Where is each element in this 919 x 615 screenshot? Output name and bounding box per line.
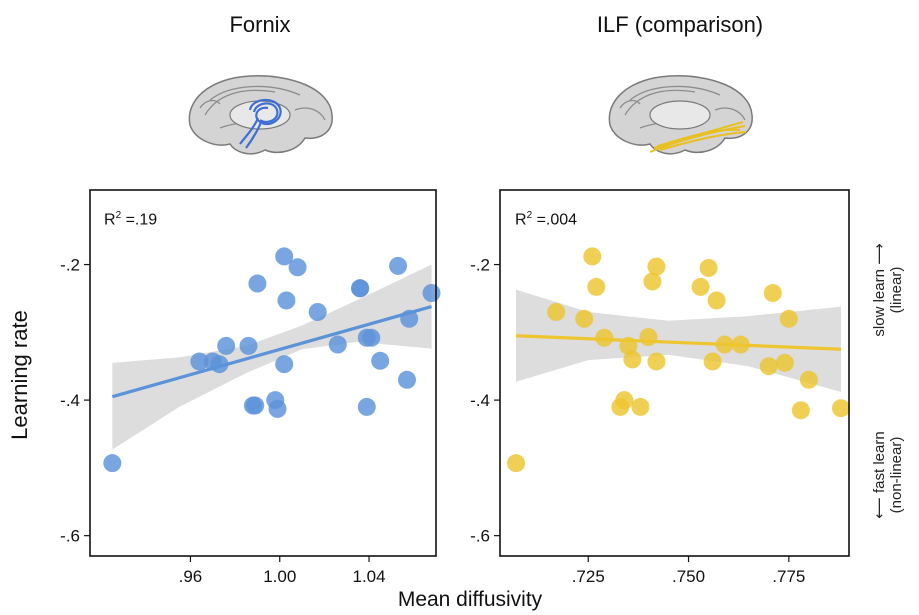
data-point-fornix-14 — [288, 258, 307, 277]
data-point-ilf-4 — [587, 277, 606, 296]
fast-learn-subtext: (non-linear) — [888, 436, 905, 514]
fast-learn-annotation: ⟵ fast learn (non-linear) — [871, 431, 905, 518]
x-tick-label-ilf-2: .775 — [772, 567, 805, 586]
slow-learn-annotation: slow learn ⟶ (linear) — [871, 243, 905, 336]
x-tick-label-ilf-1: .750 — [672, 567, 705, 586]
data-point-ilf-3 — [583, 247, 602, 266]
data-point-ilf-26 — [799, 370, 818, 389]
y-tick-label-ilf-1: -.4 — [470, 391, 490, 410]
data-point-fornix-15 — [308, 303, 327, 321]
y-tick-label-ilf-2: -.6 — [470, 527, 490, 546]
x-tick-label-fornix-0: .96 — [179, 567, 203, 586]
data-point-ilf-11 — [639, 328, 658, 347]
data-point-fornix-26 — [422, 284, 441, 303]
x-axis-label: Mean diffusivity — [397, 588, 543, 611]
data-point-ilf-23 — [775, 353, 794, 372]
fast-learn-text: fast learn — [871, 431, 888, 494]
data-point-ilf-2 — [575, 309, 594, 328]
confidence-band-fornix — [112, 264, 432, 450]
data-point-ilf-7 — [615, 391, 634, 410]
data-point-ilf-13 — [647, 257, 666, 276]
r2-annotation-ilf: R2 =.004 — [515, 210, 578, 229]
brain-ilf-illustration — [608, 75, 753, 155]
panel-title-ilf: ILF (comparison) — [596, 12, 764, 37]
r2-annotation-fornix: R2 =.19 — [104, 210, 158, 229]
data-point-fornix-13 — [277, 291, 296, 310]
data-point-fornix-24 — [397, 370, 416, 389]
data-point-ilf-24 — [779, 309, 798, 328]
data-point-fornix-11 — [275, 247, 294, 266]
arrow-right-icon: ⟶ — [871, 243, 888, 265]
data-point-ilf-5 — [595, 328, 614, 347]
plot-frame-fornix — [89, 189, 437, 557]
x-tick-label-fornix-2: 1.04 — [352, 567, 385, 586]
data-point-ilf-27 — [831, 399, 850, 418]
data-point-ilf-0 — [507, 454, 526, 473]
panel-title-fornix: Fornix — [229, 12, 291, 37]
data-point-fornix-1 — [190, 352, 209, 371]
data-point-fornix-5 — [239, 336, 258, 355]
y-tick-label-ilf-0: -.2 — [470, 256, 490, 275]
data-point-ilf-14 — [647, 352, 666, 371]
y-tick-label-fornix-2: -.6 — [60, 527, 80, 546]
data-point-ilf-16 — [699, 258, 718, 277]
data-point-ilf-9 — [623, 350, 642, 369]
arrow-left-icon: ⟵ — [871, 497, 888, 519]
y-tick-label-fornix-0: -.2 — [60, 256, 80, 275]
data-point-fornix-7 — [246, 396, 265, 415]
data-point-ilf-12 — [643, 272, 662, 291]
slow-learn-subtext: (linear) — [888, 266, 905, 314]
data-point-ilf-15 — [691, 277, 710, 296]
data-point-ilf-18 — [707, 291, 726, 310]
data-point-fornix-23 — [389, 256, 408, 275]
brain-fornix-illustration — [188, 75, 333, 155]
data-point-fornix-10 — [268, 399, 287, 418]
slow-learn-text: slow learn — [871, 269, 888, 337]
y-axis-label: Learning rate — [7, 310, 32, 440]
data-point-ilf-1 — [547, 303, 566, 321]
data-point-ilf-17 — [703, 352, 722, 371]
data-point-ilf-25 — [791, 401, 810, 420]
data-point-fornix-22 — [371, 351, 390, 370]
y-tick-label-fornix-1: -.4 — [60, 391, 80, 410]
data-point-fornix-21 — [357, 397, 376, 416]
data-point-fornix-0 — [103, 454, 122, 473]
regression-line-ilf — [515, 334, 842, 351]
data-point-ilf-22 — [763, 284, 782, 303]
data-point-fornix-18 — [351, 279, 370, 298]
x-tick-label-fornix-1: 1.00 — [263, 567, 296, 586]
data-point-ilf-21 — [759, 357, 778, 376]
data-point-fornix-4 — [217, 336, 236, 355]
plot-frame-ilf — [499, 189, 850, 557]
data-point-fornix-20 — [362, 328, 381, 347]
data-point-fornix-12 — [275, 355, 294, 374]
regression-line-fornix — [111, 305, 432, 399]
data-point-fornix-8 — [248, 274, 267, 293]
data-point-ilf-10 — [631, 397, 650, 416]
data-point-fornix-16 — [328, 335, 347, 354]
x-tick-label-ilf-0: .725 — [572, 567, 605, 586]
confidence-band-ilf — [516, 289, 841, 392]
